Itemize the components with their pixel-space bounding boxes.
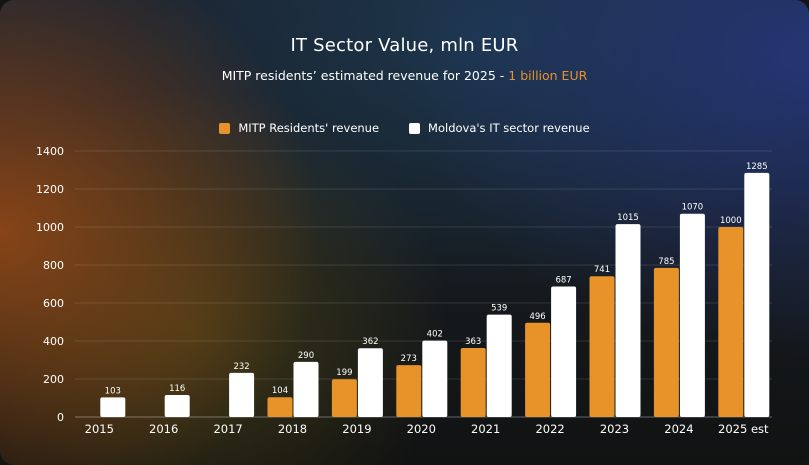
x-tick-label: 2015 <box>85 422 114 436</box>
subtitle-text: MITP residents’ estimated revenue for 20… <box>221 68 505 83</box>
bar-moldova <box>293 361 319 417</box>
bar-moldova <box>357 348 383 417</box>
data-label-moldova: 1070 <box>682 203 704 213</box>
legend-label-mitp: MITP Residents' revenue <box>238 121 380 135</box>
data-label-mitp: 104 <box>272 386 288 396</box>
data-label-moldova: 539 <box>491 304 507 314</box>
x-tick-label: 2022 <box>535 422 564 436</box>
y-tick-label: 1400 <box>36 145 64 158</box>
x-tick-label: 2020 <box>407 422 436 436</box>
x-tick-label: 2023 <box>600 422 629 436</box>
legend-swatch-mitp <box>219 122 231 134</box>
data-label-moldova: 116 <box>169 384 185 394</box>
bar-mitp <box>331 379 357 417</box>
data-label-mitp: 199 <box>336 368 352 378</box>
bar-mitp <box>267 397 293 417</box>
data-label-moldova: 362 <box>362 337 378 347</box>
bar-moldova <box>744 172 770 417</box>
data-label-moldova: 103 <box>105 386 121 396</box>
bar-mitp <box>460 348 486 417</box>
bar-mitp <box>525 322 551 417</box>
y-tick-label: 600 <box>43 297 64 310</box>
data-label-mitp: 363 <box>465 337 481 347</box>
data-label-mitp: 1000 <box>720 216 742 226</box>
data-label-moldova: 402 <box>427 330 443 340</box>
legend-item-mitp: MITP Residents' revenue <box>219 121 379 135</box>
bar-moldova <box>551 286 577 417</box>
x-tick-label: 2019 <box>342 422 371 436</box>
bar-mitp <box>653 267 679 417</box>
bar-moldova <box>229 372 255 417</box>
chart-title: IT Sector Value, mln EUR <box>290 35 519 56</box>
chart-legend: MITP Residents' revenue Moldova's IT sec… <box>0 121 809 135</box>
data-label-mitp: 785 <box>658 257 674 267</box>
data-label-mitp: 273 <box>401 354 417 364</box>
x-tick-label: 2024 <box>664 422 693 436</box>
legend-swatch-moldova <box>409 122 421 134</box>
data-label-moldova: 290 <box>298 351 314 361</box>
legend-label-moldova: Moldova's IT sector revenue <box>428 121 590 135</box>
chart-subtitle: MITP residents’ estimated revenue for 20… <box>0 68 809 83</box>
data-label-moldova: 1285 <box>746 162 768 172</box>
data-label-moldova: 687 <box>555 275 571 285</box>
x-tick-label: 2021 <box>471 422 500 436</box>
subtitle-highlight: 1 billion EUR <box>508 68 588 83</box>
y-tick-label: 1200 <box>36 183 64 196</box>
data-label-moldova: 232 <box>233 362 249 372</box>
legend-item-moldova: Moldova's IT sector revenue <box>409 121 590 135</box>
x-tick-label: 2017 <box>213 422 242 436</box>
y-tick-label: 200 <box>43 373 64 386</box>
bar-mitp <box>718 227 744 417</box>
data-label-moldova: 1015 <box>617 213 639 223</box>
bar-moldova <box>486 314 512 417</box>
y-tick-label: 800 <box>43 259 64 272</box>
x-tick-label: 2018 <box>278 422 307 436</box>
data-label-mitp: 496 <box>529 312 545 322</box>
bar-moldova <box>679 213 705 417</box>
y-tick-label: 0 <box>57 411 64 424</box>
bar-mitp <box>589 276 615 417</box>
x-tick-label: 2025 est <box>718 422 769 436</box>
y-tick-label: 400 <box>43 335 64 348</box>
bar-moldova <box>615 224 641 417</box>
bar-moldova <box>100 397 126 417</box>
data-label-mitp: 741 <box>594 265 610 275</box>
x-tick-label: 2016 <box>149 422 178 436</box>
bar-moldova <box>164 394 190 417</box>
y-tick-label: 1000 <box>36 221 64 234</box>
bar-mitp <box>396 365 422 417</box>
bar-moldova <box>422 340 448 417</box>
